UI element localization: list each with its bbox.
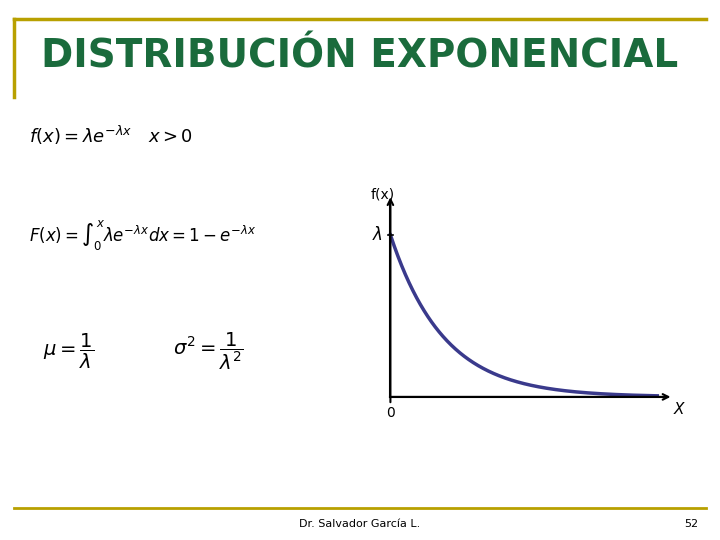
Text: f(x): f(x) xyxy=(370,187,395,201)
Text: 52: 52 xyxy=(684,519,698,529)
Text: $f(x) = \lambda e^{-\lambda x} \quad x > 0$: $f(x) = \lambda e^{-\lambda x} \quad x >… xyxy=(29,124,193,146)
Text: $\sigma^2 = \dfrac{1}{\lambda^2}$: $\sigma^2 = \dfrac{1}{\lambda^2}$ xyxy=(173,330,243,372)
Text: 0: 0 xyxy=(386,406,395,420)
Text: DISTRIBUCIÓN EXPONENCIAL: DISTRIBUCIÓN EXPONENCIAL xyxy=(41,38,679,76)
Text: X: X xyxy=(673,402,684,417)
Text: $\lambda$: $\lambda$ xyxy=(372,226,382,244)
Text: Dr. Salvador García L.: Dr. Salvador García L. xyxy=(300,519,420,529)
Text: $\mu = \dfrac{1}{\lambda}$: $\mu = \dfrac{1}{\lambda}$ xyxy=(43,332,94,370)
Text: $F(x) = \int_0^x \lambda e^{-\lambda x}dx = 1 - e^{-\lambda x}$: $F(x) = \int_0^x \lambda e^{-\lambda x}d… xyxy=(29,218,256,252)
